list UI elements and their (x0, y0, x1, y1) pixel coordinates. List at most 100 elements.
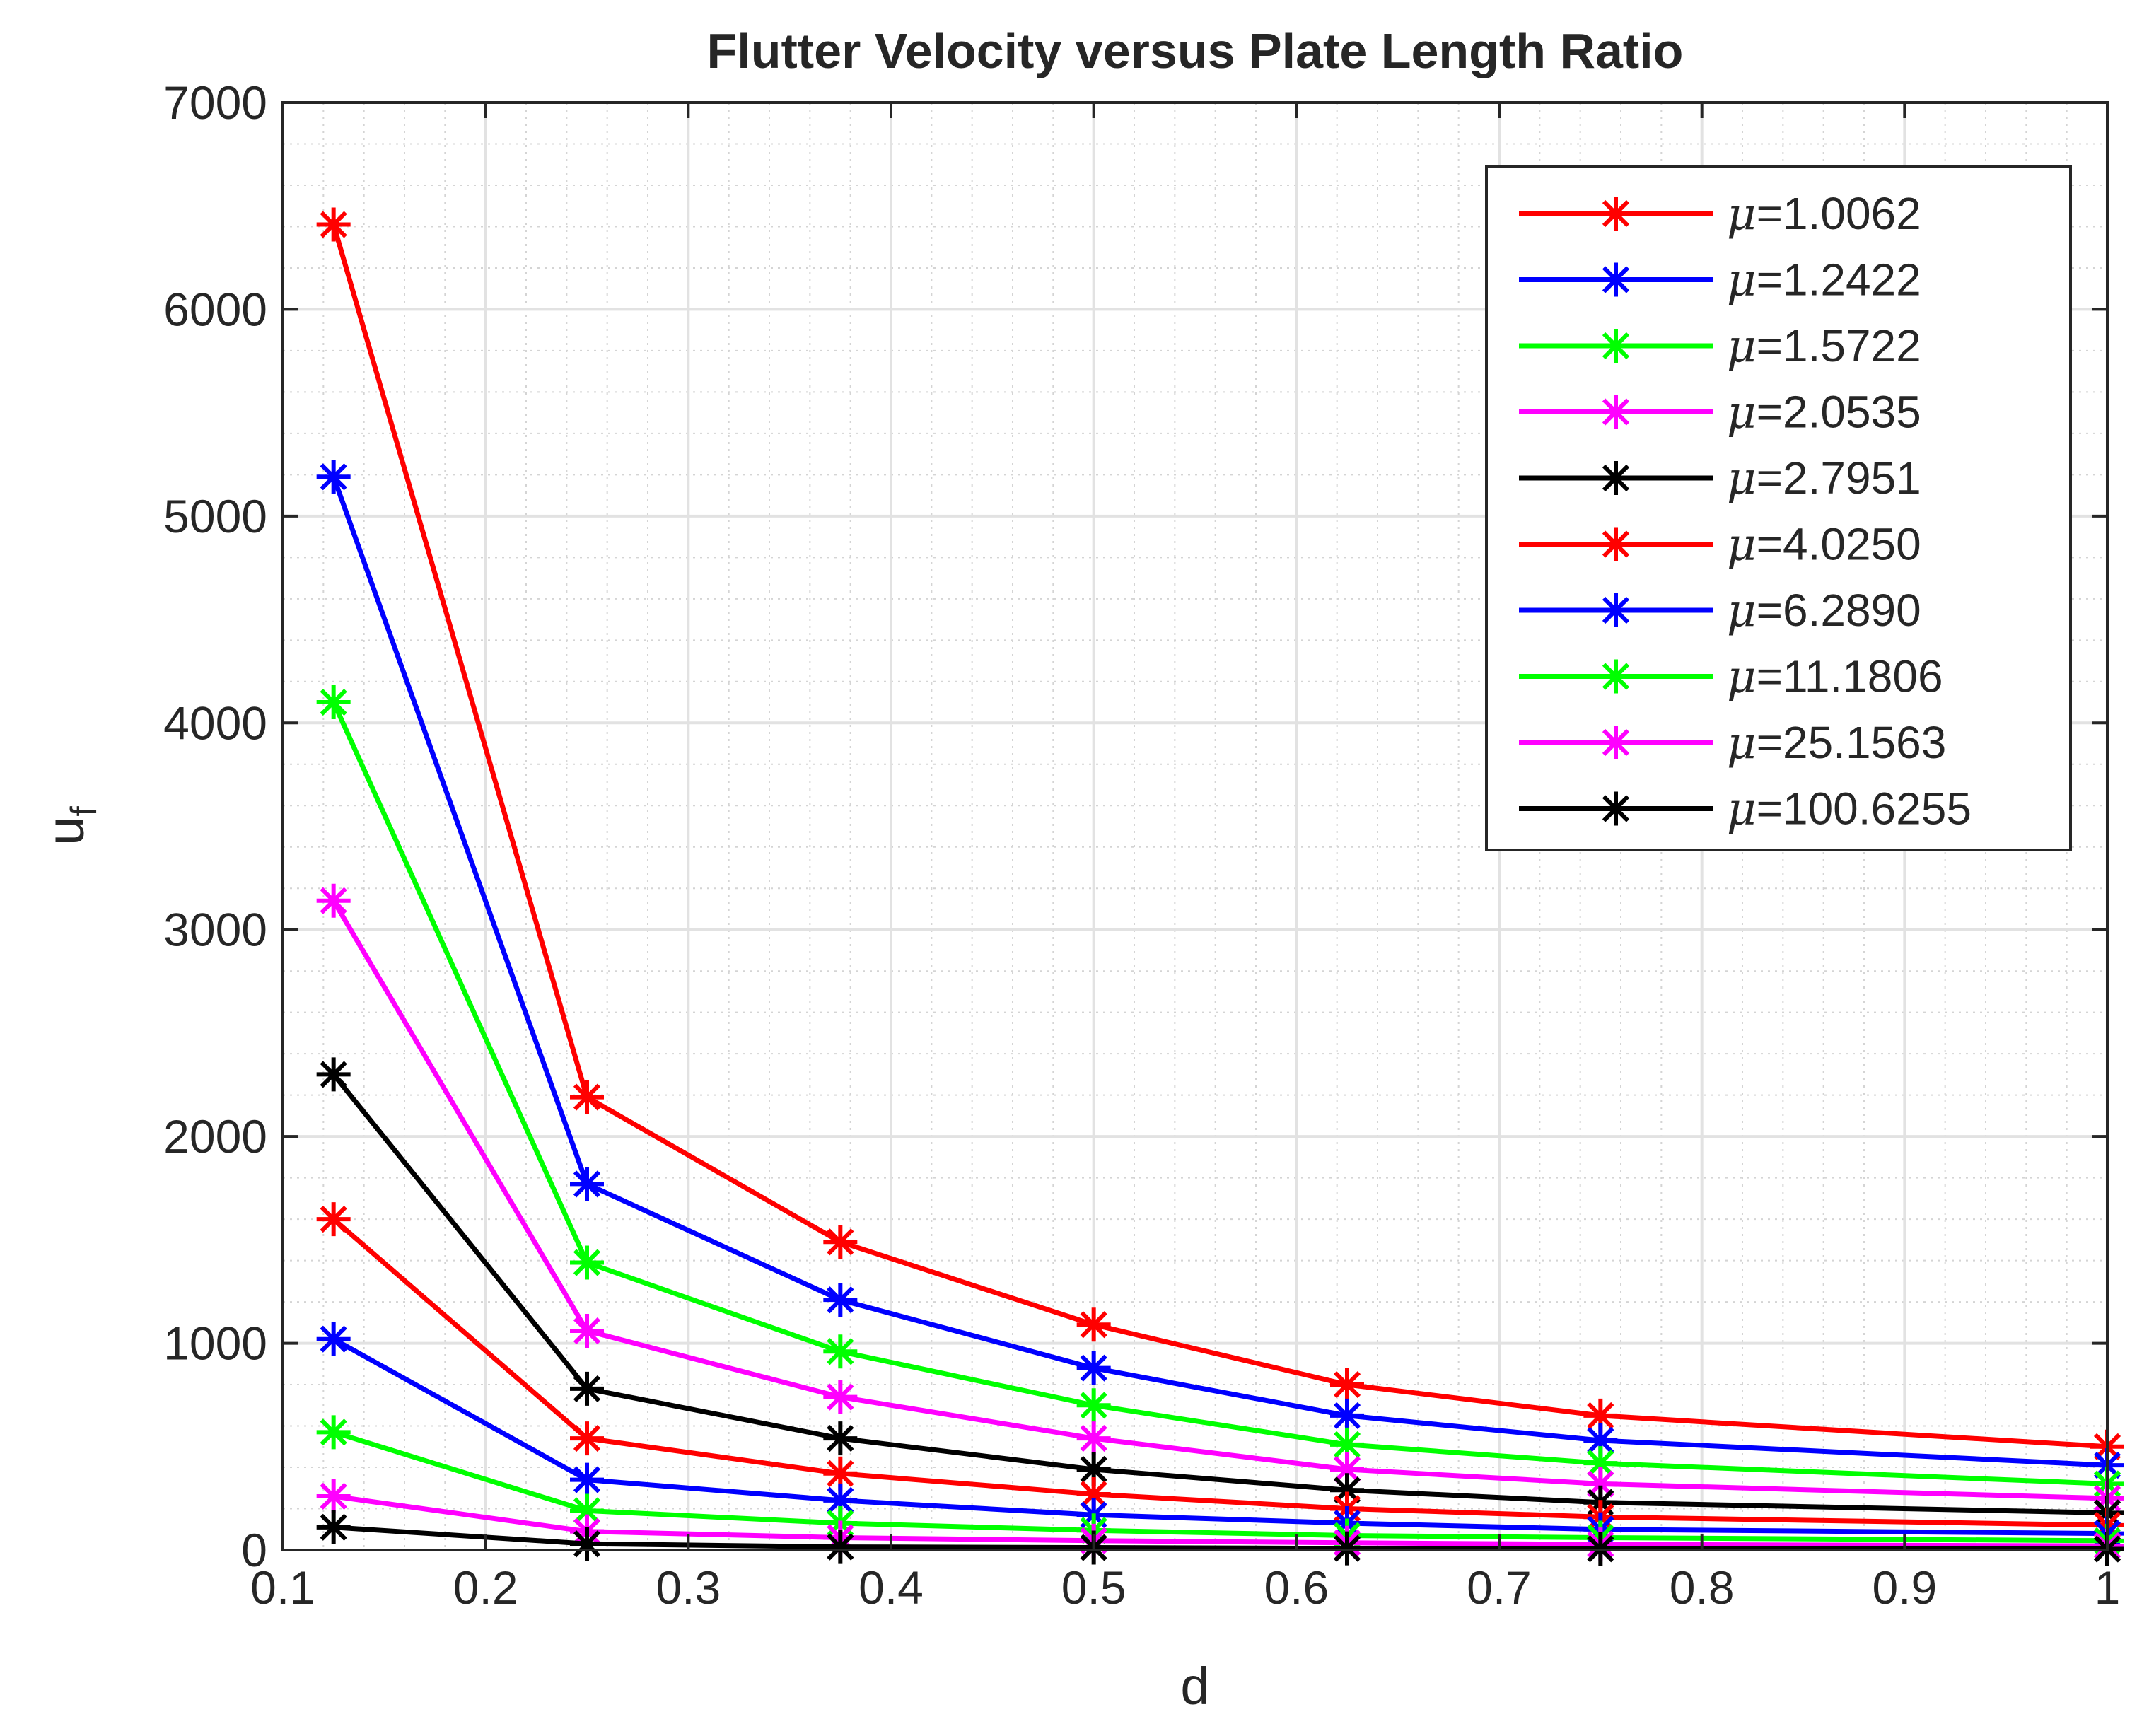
marker-stroke (1333, 1370, 1361, 1399)
legend-entry: μ=2.0535 (1519, 387, 1921, 439)
y-tick-label: 2000 (163, 1110, 267, 1163)
marker-stroke (320, 1325, 347, 1353)
x-tick-label: 0.9 (1872, 1561, 1937, 1614)
data-point (823, 1225, 858, 1259)
y-tick-label: 5000 (163, 490, 267, 542)
ticks: 0.1 0.2 0.3 0.4 0.5 0.6 0.7 0.8 0.9 1 0 1000 2000 300… (163, 76, 2120, 1614)
legend-entry: μ=1.0062 (1519, 188, 1921, 240)
marker-stroke (1080, 1354, 1107, 1382)
data-point (316, 1510, 351, 1544)
legend-marker (1599, 197, 1633, 231)
data-point (823, 1334, 858, 1369)
legend-label: μ=1.2422 (1727, 255, 1921, 307)
legend-label: μ=25.1563 (1727, 717, 1946, 769)
marker-stroke (1333, 1402, 1361, 1430)
marker-stroke (573, 1466, 601, 1493)
legend-marker (1599, 329, 1633, 363)
legend-mu-symbol: μ (1727, 387, 1757, 439)
x-axis-label: d (1180, 1657, 1209, 1715)
marker-stroke (1080, 1480, 1107, 1508)
marker-stroke (1602, 795, 1630, 822)
data-point (570, 1167, 604, 1201)
x-tick-label: 0.7 (1467, 1561, 1532, 1614)
legend-marker (1599, 395, 1633, 429)
legend-value: =2.0535 (1757, 387, 1921, 438)
legend-mu-symbol: μ (1727, 255, 1757, 307)
x-tick-label: 0.5 (1061, 1561, 1126, 1614)
marker-stroke (573, 1530, 601, 1558)
legend-value: =1.2422 (1757, 255, 1921, 305)
legend-mu-symbol: μ (1727, 519, 1757, 571)
x-tick-label: 0.8 (1670, 1561, 1735, 1614)
marker-stroke (827, 1383, 854, 1411)
legend-value: =1.0062 (1757, 188, 1921, 239)
data-point (570, 1371, 604, 1406)
legend-entry: μ=100.6255 (1519, 783, 1972, 836)
legend-mu-symbol: μ (1727, 320, 1757, 373)
data-point (316, 685, 351, 720)
legend-entry: μ=1.2422 (1519, 255, 1921, 307)
marker-stroke (827, 1533, 854, 1561)
data-point (1076, 1388, 1111, 1423)
legend-entry: μ=4.0250 (1519, 519, 1921, 571)
x-tick-label: 0.3 (656, 1561, 721, 1614)
legend-mu-symbol: μ (1727, 188, 1757, 240)
marker-stroke (320, 887, 347, 914)
legend-label: μ=4.0250 (1727, 519, 1921, 571)
marker-stroke (320, 1418, 347, 1446)
data-point (316, 1057, 351, 1092)
legend-label: μ=6.2890 (1727, 585, 1921, 637)
data-point (1330, 1531, 1364, 1566)
legend-label: μ=100.6255 (1727, 783, 1972, 836)
x-tick-label: 0.6 (1264, 1561, 1329, 1614)
legend-value: =25.1563 (1757, 717, 1947, 768)
marker-stroke (573, 1424, 601, 1452)
legend-label: μ=1.5722 (1727, 320, 1921, 373)
legend-value: =1.5722 (1757, 320, 1921, 371)
marker-stroke (827, 1228, 854, 1256)
chart-title: Flutter Velocity versus Plate Length Rat… (707, 23, 1684, 78)
legend-entry: μ=25.1563 (1519, 717, 1946, 769)
legend-entry: μ=2.7951 (1519, 453, 1921, 505)
legend-value: =100.6255 (1757, 783, 1972, 834)
legend-marker (1599, 659, 1633, 694)
data-point (570, 1493, 604, 1528)
legend-entry: μ=1.5722 (1519, 320, 1921, 373)
data-point (316, 1479, 351, 1513)
marker-stroke (1080, 1424, 1107, 1452)
legend-marker (1599, 726, 1633, 759)
legend-marker (1599, 593, 1633, 627)
legend-label: μ=1.0062 (1727, 188, 1921, 240)
y-tick-label: 3000 (163, 904, 267, 956)
legend-value: =11.1806 (1757, 651, 1943, 702)
marker-stroke (1080, 1311, 1107, 1339)
marker-stroke (1080, 1455, 1107, 1484)
data-point (316, 883, 351, 918)
data-point (316, 1322, 351, 1356)
legend-marker (1599, 262, 1633, 297)
marker-stroke (573, 1317, 601, 1345)
data-point (316, 460, 351, 494)
legend: μ=1.0062μ=1.2422μ=1.5722μ=2.0535μ=2.7951… (1485, 165, 2072, 851)
data-point (570, 1527, 604, 1561)
data-point (1076, 1351, 1111, 1385)
marker-stroke (1587, 1402, 1614, 1430)
legend-marker (1599, 527, 1633, 561)
data-point (570, 1462, 604, 1497)
legend-mu-symbol: μ (1727, 453, 1757, 505)
marker-stroke (1602, 596, 1630, 624)
legend-mu-symbol: μ (1727, 783, 1757, 836)
legend-mu-symbol: μ (1727, 651, 1757, 704)
marker-stroke (573, 1375, 601, 1402)
marker-stroke (1602, 332, 1630, 360)
legend-label: μ=2.7951 (1727, 453, 1921, 505)
data-point (1330, 1368, 1364, 1402)
legend-value: =4.0250 (1757, 519, 1921, 570)
marker-stroke (573, 1083, 601, 1111)
y-tick-label: 1000 (163, 1317, 267, 1370)
marker-stroke (1080, 1392, 1107, 1419)
series-1 (316, 207, 2124, 1464)
marker-stroke (1333, 1534, 1361, 1562)
